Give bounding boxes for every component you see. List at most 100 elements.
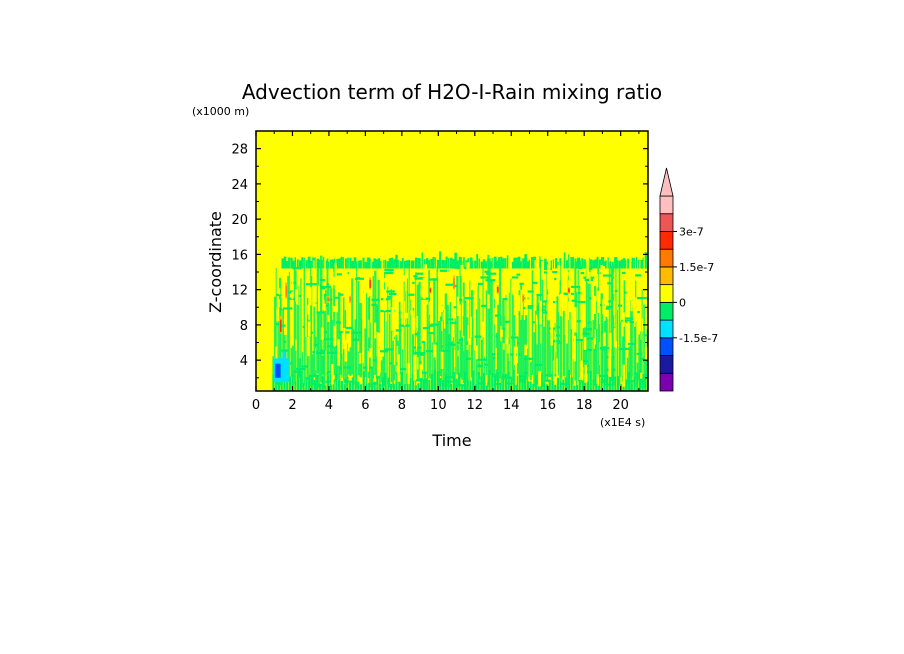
field-patch (626, 357, 629, 390)
field-patch (452, 337, 454, 376)
field-gap (332, 306, 336, 312)
field-patch (603, 379, 606, 391)
field-gap (555, 291, 559, 297)
colorbar-swatch (659, 231, 674, 250)
field-patch (359, 384, 363, 391)
field-gap (393, 339, 396, 365)
field-patch (637, 310, 641, 314)
field-gap (520, 295, 522, 320)
y-tick-label: 12 (231, 284, 248, 299)
field-patch (454, 252, 457, 269)
field-patch (379, 350, 389, 353)
field-patch (522, 258, 526, 269)
field-patch (513, 369, 516, 391)
field-patch (295, 270, 297, 388)
field-patch-red (429, 288, 432, 293)
field-patch (518, 374, 521, 391)
field-patch (510, 260, 512, 377)
field-patch (633, 321, 636, 387)
field-patch (414, 257, 418, 269)
field-patch (305, 260, 308, 269)
field-patch (485, 261, 488, 269)
field-patch (493, 256, 497, 269)
field-patch (316, 264, 319, 374)
field-gap (534, 259, 538, 276)
field-patch (500, 315, 502, 386)
field-patch (577, 301, 586, 304)
field-gap (432, 344, 436, 358)
field-patch (311, 354, 314, 386)
field-patch (487, 254, 490, 387)
field-gap (315, 296, 317, 320)
field-patch (434, 257, 436, 269)
field-patch (551, 373, 554, 391)
field-patch (513, 257, 517, 269)
field-patch (439, 378, 442, 391)
field-patch (420, 297, 431, 300)
field-gap (561, 285, 564, 308)
field-patch (428, 278, 438, 281)
field-patch (562, 379, 565, 391)
field-patch (628, 346, 631, 378)
field-patch (570, 257, 573, 269)
field-gap (457, 350, 459, 357)
field-patch (480, 376, 483, 391)
chart-title: Advection term of H2O-I-Rain mixing rati… (242, 80, 662, 104)
field-patch (422, 327, 431, 330)
field-patch (548, 379, 551, 391)
field-patch (421, 340, 425, 344)
field-gap (622, 274, 624, 291)
field-patch (303, 266, 305, 385)
field-gap (308, 287, 312, 306)
x-tick-label: 12 (467, 398, 484, 413)
field-patch (288, 376, 292, 391)
field-patch (532, 383, 535, 391)
field-gap (598, 341, 600, 365)
field-patch (482, 373, 486, 391)
field-patch (638, 369, 642, 391)
field-gap (613, 272, 616, 278)
field-patch (478, 258, 480, 269)
field-patch (540, 373, 543, 391)
field-patch (441, 349, 450, 352)
plot-frame (255, 130, 649, 392)
field-gap (447, 269, 449, 283)
field-gap (622, 312, 625, 327)
field-patch (431, 373, 434, 391)
field-patch (409, 378, 412, 391)
field-patch (575, 384, 579, 391)
field-patch (556, 292, 559, 377)
field-patch (636, 352, 643, 355)
field-gap (517, 295, 521, 311)
field-patch (408, 293, 415, 296)
field-gap (538, 371, 542, 387)
field-patch (327, 375, 330, 391)
field-gap (605, 279, 607, 292)
field-patch (436, 371, 440, 374)
field-gap (536, 253, 540, 280)
field-gap (363, 284, 367, 290)
x-axis: 0 2 4 6 8 10 12 14 16 18 20 (252, 131, 640, 413)
field-patch (555, 258, 558, 269)
field-patch (464, 302, 467, 391)
field-gap (559, 293, 562, 316)
field-patch (301, 365, 308, 368)
field-gap (422, 277, 426, 299)
field-patch (474, 384, 477, 391)
field-patch (411, 307, 415, 381)
field-patch-red (349, 297, 351, 302)
field-patch (282, 309, 284, 380)
field-gap (596, 313, 598, 329)
colorbar: 3e-7 1.5e-7 0 -1.5e-7 (659, 167, 718, 392)
field-patch (410, 299, 412, 383)
field-patch (502, 374, 505, 391)
field-gap (566, 271, 569, 277)
field-gap (456, 296, 460, 316)
field-patch (492, 353, 494, 378)
field-patch (550, 260, 552, 269)
field-patch (519, 306, 528, 310)
colorbar-label: 1.5e-7 (679, 261, 714, 274)
field-patch (411, 373, 415, 391)
field-patch (595, 301, 598, 391)
field-patch (627, 380, 634, 383)
